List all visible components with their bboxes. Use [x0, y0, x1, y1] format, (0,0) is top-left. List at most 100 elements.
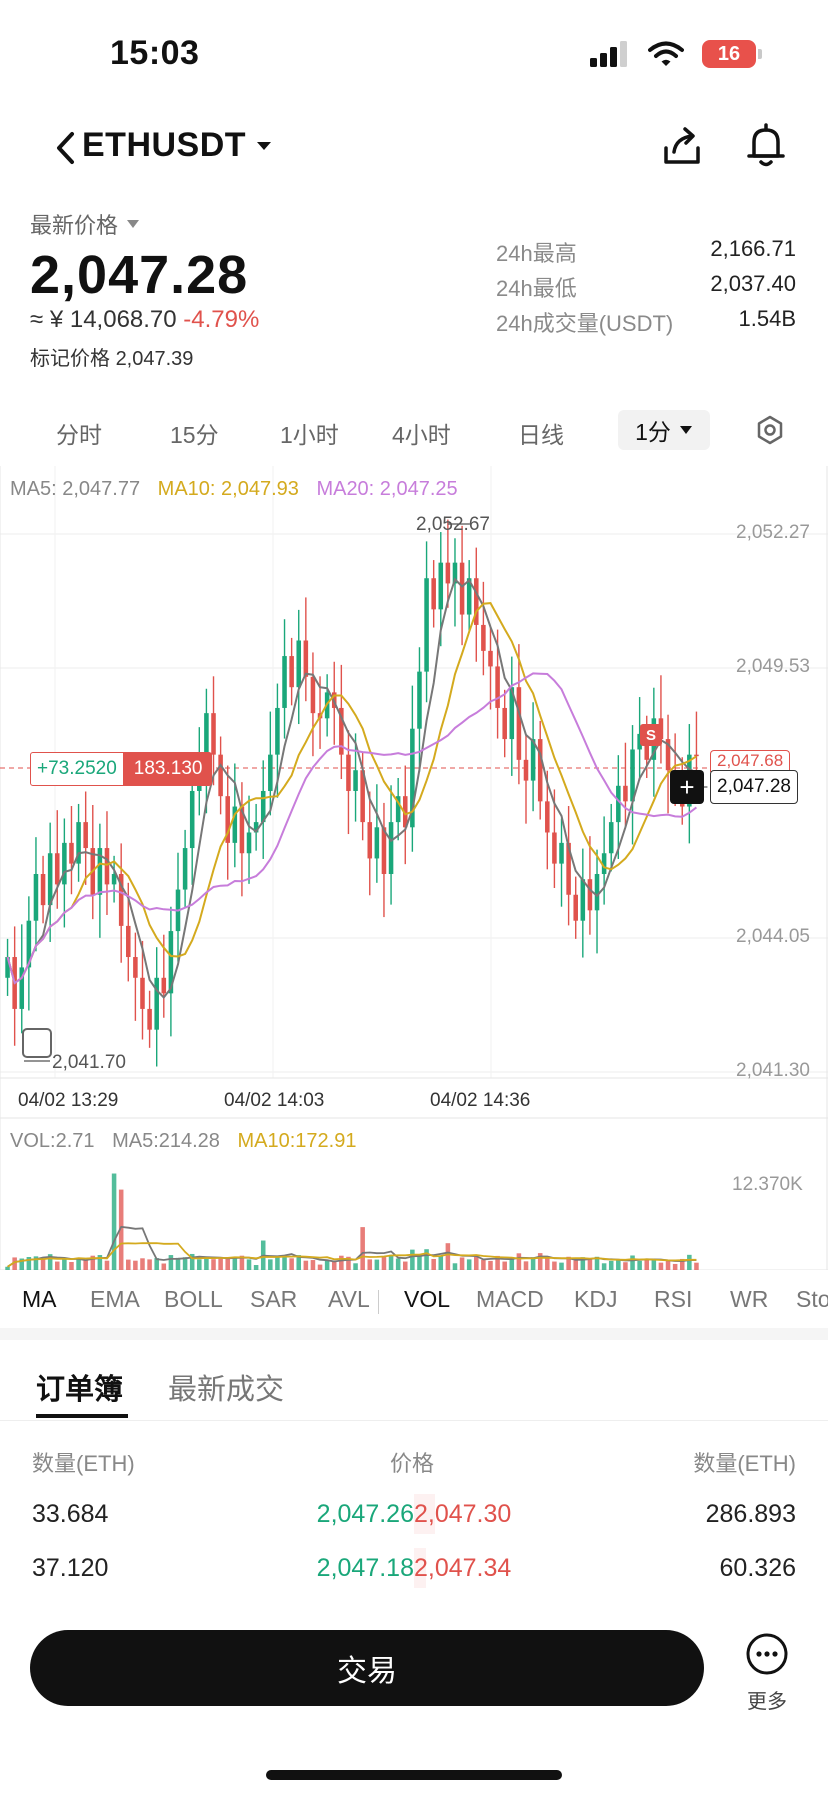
- volume-bar: [40, 1258, 46, 1270]
- book-divider: [0, 1420, 828, 1421]
- book-row[interactable]: 33.684 2,047.26 2,047.30 286.893: [0, 1494, 828, 1534]
- ask-qty: 286.893: [705, 1500, 796, 1528]
- candle-body: [353, 770, 358, 791]
- interval-tab-1d[interactable]: 日线: [518, 422, 564, 448]
- tab-underline: [36, 1414, 128, 1418]
- candle-body: [573, 894, 578, 921]
- low-price-label: 2,041.70: [52, 1052, 126, 1073]
- candle-body: [459, 562, 465, 615]
- stat-label: 24h最低: [496, 276, 577, 301]
- position-pnl: +73.2520: [30, 752, 124, 786]
- volume-bar: [54, 1261, 60, 1270]
- volume-bar: [523, 1261, 529, 1270]
- candle-body: [154, 977, 159, 1030]
- volume-bar: [218, 1258, 223, 1270]
- volume-bar: [658, 1262, 664, 1270]
- candle-body: [140, 977, 145, 1009]
- indicator-divider: [378, 1290, 379, 1314]
- candle-body: [452, 562, 458, 584]
- stat-label: 24h最高: [496, 241, 577, 266]
- candle-body: [246, 832, 252, 854]
- volume-bar: [608, 1260, 614, 1270]
- volume-bar: [601, 1263, 607, 1270]
- volume-bar: [5, 1266, 10, 1270]
- volume-bar: [495, 1255, 500, 1270]
- price-change: -4.79%: [183, 306, 260, 333]
- candle-body: [268, 754, 273, 791]
- candle-body: [374, 827, 380, 859]
- signal-icon: [590, 41, 627, 67]
- y-tick-label: 2,052.27: [736, 522, 810, 543]
- kline-chart[interactable]: MA5: 2,047.77 MA10: 2,047.93 MA20: 2,047…: [0, 466, 828, 1270]
- indicator-tab-ma[interactable]: MA: [22, 1286, 57, 1312]
- fullscreen-icon[interactable]: [22, 1028, 52, 1058]
- more-button[interactable]: 更多: [742, 1632, 792, 1714]
- candle-body: [104, 848, 110, 885]
- candle-body: [644, 733, 650, 760]
- interval-tab-1h[interactable]: 1小时: [280, 422, 339, 448]
- interval-dropdown-1m[interactable]: 1分: [618, 410, 710, 450]
- volume-bar: [232, 1258, 238, 1270]
- volume-bar: [140, 1258, 145, 1270]
- candle-body: [431, 578, 436, 610]
- candle-body: [410, 728, 415, 828]
- interval-tab-15m[interactable]: 15分: [170, 422, 219, 448]
- volume-bar: [246, 1259, 252, 1270]
- candle-body: [76, 822, 81, 864]
- stat-value: 1.54B: [738, 306, 797, 331]
- add-order-button[interactable]: +: [670, 770, 704, 804]
- vol-ma5-line: [7, 1225, 697, 1268]
- indicator-tab-boll[interactable]: BOLL: [164, 1286, 223, 1312]
- candle-body: [417, 671, 422, 729]
- x-tick-label: 04/02 14:36: [430, 1090, 531, 1111]
- book-header-bid-qty: 数量(ETH): [32, 1451, 135, 1476]
- gear-icon[interactable]: [754, 414, 786, 446]
- tab-order-book[interactable]: 订单簿: [36, 1374, 124, 1406]
- indicator-tab-ema[interactable]: EMA: [90, 1286, 140, 1312]
- indicator-tab-kdj[interactable]: KDJ: [574, 1286, 618, 1312]
- trade-button[interactable]: 交易: [30, 1630, 704, 1706]
- volume-bar: [566, 1256, 571, 1270]
- volume-bar: [552, 1261, 557, 1270]
- high-price-label: 2,052.67: [416, 514, 490, 535]
- back-chevron-icon[interactable]: [50, 128, 80, 168]
- indicator-tab-wr[interactable]: WR: [730, 1286, 769, 1312]
- volume-bar: [275, 1257, 280, 1270]
- indicator-tab-sar[interactable]: SAR: [250, 1286, 298, 1312]
- candle-body: [239, 806, 245, 854]
- volume-bar: [530, 1257, 536, 1270]
- candle-body: [118, 874, 124, 926]
- indicator-tab-vol[interactable]: VOL: [404, 1286, 451, 1312]
- candle-body: [424, 578, 429, 672]
- caret-down-icon: [257, 141, 272, 150]
- candle-body: [211, 713, 216, 755]
- volume-bar: [197, 1259, 202, 1270]
- interval-tab-timeline[interactable]: 分时: [56, 422, 102, 448]
- book-row[interactable]: 37.120 2,047.18 2,047.34 60.326: [0, 1548, 828, 1588]
- volume-bar: [381, 1256, 387, 1270]
- indicator-tab-stochrsi[interactable]: StochRSI: [796, 1286, 828, 1312]
- volume-bar: [268, 1259, 273, 1270]
- sell-marker[interactable]: S: [640, 724, 662, 746]
- tab-latest-trades[interactable]: 最新成交: [168, 1374, 285, 1406]
- candle-body: [33, 874, 39, 921]
- volume-bar: [90, 1255, 96, 1270]
- stat-value: 2,037.40: [710, 271, 796, 296]
- last-price: 2,047.28: [30, 245, 249, 305]
- position-pnl-tag[interactable]: +73.2520 183.130: [30, 752, 213, 786]
- home-indicator: [266, 1770, 562, 1780]
- volume-bar: [445, 1243, 451, 1270]
- candle-body: [189, 790, 195, 849]
- price-type-selector[interactable]: 最新价格: [30, 208, 140, 240]
- share-icon[interactable]: [660, 124, 704, 168]
- volume-bar: [83, 1259, 88, 1270]
- pair-selector[interactable]: ETHUSDT: [82, 126, 272, 165]
- volume-bar: [616, 1259, 621, 1270]
- volume-bar: [637, 1260, 642, 1270]
- indicator-tab-rsi[interactable]: RSI: [654, 1286, 693, 1312]
- ask-price: 2,047.30: [414, 1500, 512, 1528]
- indicator-tab-avl[interactable]: AVL: [328, 1286, 370, 1312]
- bell-icon[interactable]: [744, 122, 788, 168]
- interval-tab-4h[interactable]: 4小时: [392, 422, 451, 448]
- indicator-tab-macd[interactable]: MACD: [476, 1286, 544, 1312]
